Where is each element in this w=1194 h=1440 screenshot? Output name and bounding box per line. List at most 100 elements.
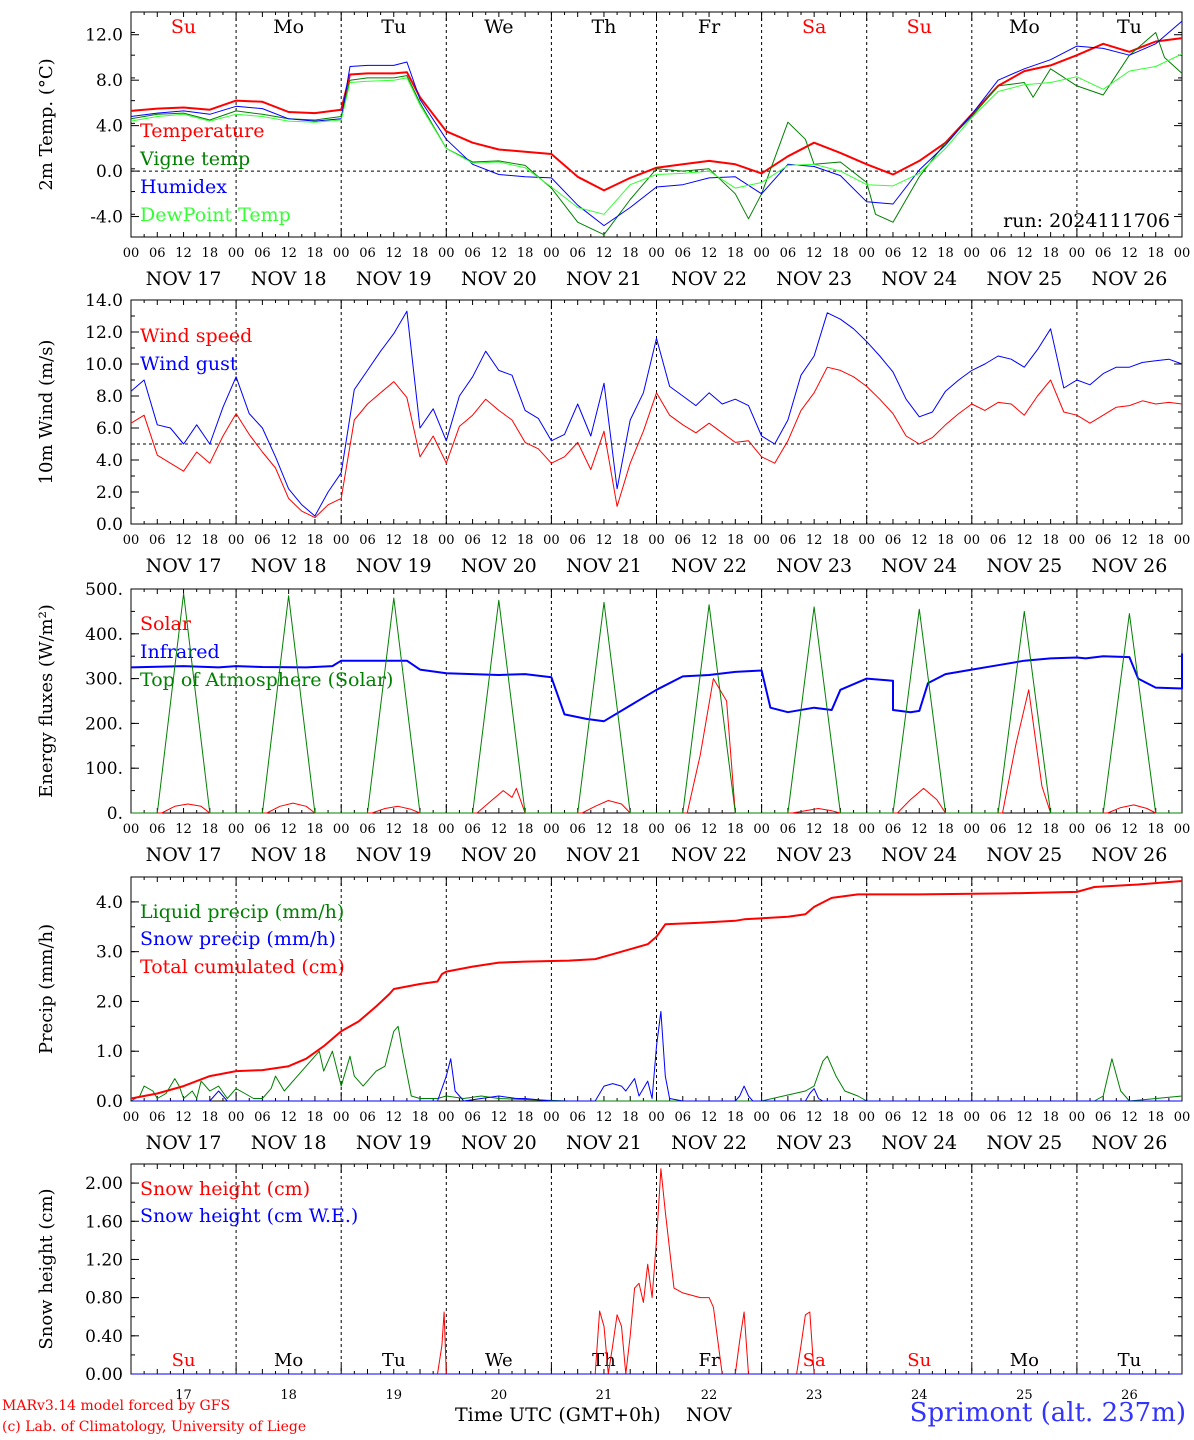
day-number-label: 25 (1016, 1388, 1033, 1403)
day-name-label: Sa (803, 1350, 826, 1371)
hour-tick-label: 06 (990, 533, 1007, 548)
series-line-energy-2 (131, 593, 1182, 814)
hour-tick-label: 18 (517, 1110, 534, 1125)
date-label: NOV 25 (986, 555, 1062, 577)
day-name-label: Th (592, 1350, 616, 1371)
legend-entry: Total cumulated (cm) (140, 956, 345, 978)
hour-tick-label: 00 (228, 1110, 245, 1125)
y-axis-label: Precip (mm/h) (36, 924, 57, 1054)
date-label: NOV 21 (566, 1132, 642, 1154)
hour-tick-label: 18 (832, 533, 849, 548)
hour-tick-label: 06 (885, 822, 902, 837)
hour-tick-label: 00 (858, 1110, 875, 1125)
hour-tick-label: 18 (832, 1110, 849, 1125)
hour-tick-label: 12 (280, 533, 297, 548)
hour-tick-label: 18 (412, 533, 429, 548)
hour-tick-label: 06 (1095, 246, 1112, 261)
hour-tick-label: 12 (280, 246, 297, 261)
hour-tick-label: 06 (359, 1110, 376, 1125)
day-number-label: 22 (701, 1388, 718, 1403)
date-label: NOV 19 (356, 268, 432, 290)
date-label: NOV 18 (251, 844, 327, 866)
hour-tick-label: 06 (885, 1110, 902, 1125)
day-name-label: Tu (382, 1350, 406, 1371)
y-axis-label: Energy fluxes (W/m²) (36, 604, 57, 798)
series-line-energy-1 (130, 653, 1183, 723)
y-tick-label: 12.0 (85, 323, 123, 343)
date-label: NOV 21 (566, 268, 642, 290)
hour-tick-label: 12 (701, 533, 718, 548)
hour-tick-label: 12 (806, 1110, 823, 1125)
hour-tick-label: 00 (1174, 1110, 1191, 1125)
hour-tick-label: 18 (517, 822, 534, 837)
hour-tick-label: 00 (333, 822, 350, 837)
date-label: NOV 23 (776, 1132, 852, 1154)
date-label: NOV 22 (671, 1132, 747, 1154)
y-tick-label: 200. (85, 714, 123, 734)
day-name-label: Sa (802, 16, 826, 38)
hour-tick-label: 00 (858, 533, 875, 548)
y-tick-label: 0.00 (85, 1365, 123, 1385)
hour-tick-label: 12 (175, 1110, 192, 1125)
hour-tick-label: 00 (123, 822, 140, 837)
day-name-label: Mo (274, 1350, 303, 1371)
hour-tick-label: 00 (543, 822, 560, 837)
hour-tick-label: 06 (780, 246, 797, 261)
hour-tick-label: 12 (385, 533, 402, 548)
hour-tick-label: 18 (937, 533, 954, 548)
hour-tick-label: 00 (753, 533, 770, 548)
hour-tick-label: 18 (202, 1110, 219, 1125)
hour-tick-label: 00 (648, 822, 665, 837)
day-number-label: 20 (491, 1388, 508, 1403)
day-name-label: Tu (1118, 1350, 1142, 1371)
panel-frame-wind (130, 299, 1183, 525)
hour-tick-label: 12 (175, 822, 192, 837)
y-tick-label: 12.0 (85, 26, 123, 46)
series-line-wind-1 (130, 310, 1183, 517)
hour-tick-label: 12 (1121, 533, 1138, 548)
hour-tick-label: 18 (307, 533, 324, 548)
date-label: NOV 22 (671, 844, 747, 866)
hour-tick-label: 12 (596, 533, 613, 548)
y-tick-label: 2.0 (96, 992, 123, 1012)
day-number-label: 23 (806, 1388, 823, 1403)
hour-tick-label: 12 (280, 822, 297, 837)
hour-tick-label: 06 (1095, 533, 1112, 548)
hour-tick-label: 06 (149, 822, 166, 837)
date-label: NOV 20 (461, 555, 537, 577)
hour-tick-label: 00 (1174, 246, 1191, 261)
date-label: NOV 17 (146, 268, 222, 290)
date-label: NOV 18 (251, 555, 327, 577)
legend-entry: Snow height (cm W.E.) (140, 1205, 358, 1227)
date-label: NOV 22 (671, 555, 747, 577)
hour-tick-label: 00 (1069, 1110, 1086, 1125)
series-line-precip-2 (130, 880, 1183, 1100)
y-tick-label: 500. (85, 580, 123, 600)
date-label: NOV 23 (776, 268, 852, 290)
date-label: NOV 22 (671, 268, 747, 290)
day-number-label: 21 (596, 1388, 613, 1403)
y-tick-label: 4.0 (96, 117, 123, 137)
day-name-label: Tu (1117, 16, 1142, 38)
date-label: NOV 19 (356, 555, 432, 577)
day-name-label: Su (907, 16, 932, 38)
series-line-temp-2 (130, 20, 1183, 227)
y-tick-label: 4.0 (96, 451, 123, 471)
y-tick-label: 4.0 (96, 893, 123, 913)
hour-tick-label: 00 (543, 533, 560, 548)
y-tick-label: 1.60 (85, 1212, 123, 1232)
hour-tick-label: 12 (596, 1110, 613, 1125)
hour-tick-label: 18 (727, 246, 744, 261)
hour-tick-label: 00 (1174, 822, 1191, 837)
hour-tick-label: 18 (517, 246, 534, 261)
hour-tick-label: 12 (701, 822, 718, 837)
hour-tick-label: 12 (806, 533, 823, 548)
hour-tick-label: 06 (149, 246, 166, 261)
hour-tick-label: 06 (990, 1110, 1007, 1125)
day-name-label: Su (907, 1350, 931, 1371)
legend-entry: Liquid precip (mm/h) (140, 901, 344, 923)
y-tick-label: 1.0 (96, 1042, 123, 1062)
y-tick-label: 400. (85, 625, 123, 645)
hour-tick-label: 18 (727, 1110, 744, 1125)
hour-tick-label: 00 (333, 246, 350, 261)
